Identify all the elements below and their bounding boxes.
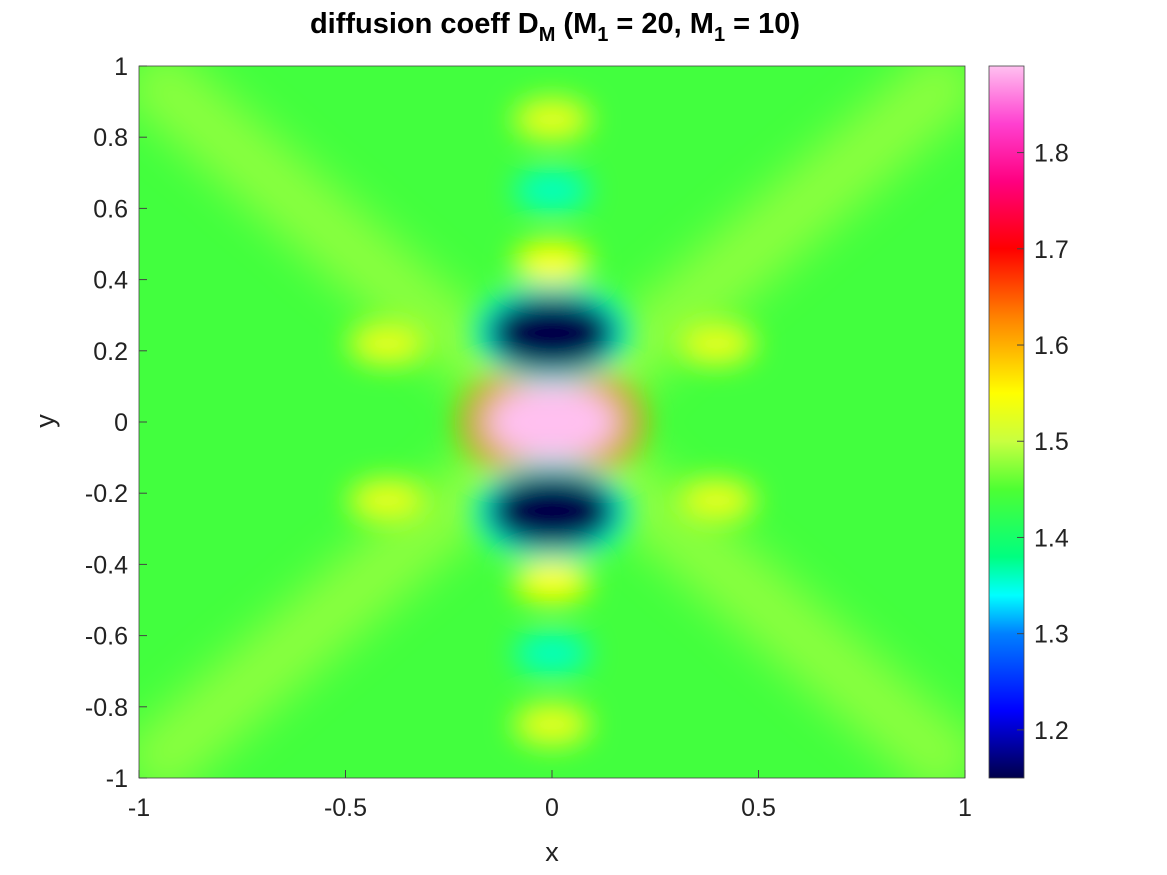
colorbar-tick-label: 1.8 xyxy=(1034,140,1069,168)
heatmap-area xyxy=(139,66,965,778)
heatmap-feature-6 xyxy=(513,632,591,675)
heatmap-feature-12 xyxy=(678,479,756,522)
y-tick-label: -0.8 xyxy=(85,694,128,722)
heatmap-feature-2 xyxy=(486,472,618,550)
y-tick-label: 1 xyxy=(114,53,128,81)
y-tick-label: -0.2 xyxy=(85,480,128,508)
title-mid2-sub: 1 xyxy=(713,24,726,46)
heatmap-feature-core-0 xyxy=(515,402,589,442)
x-tick-label: 1 xyxy=(958,794,972,822)
heatmap-feature-9 xyxy=(348,322,426,365)
y-tick-label: 0.8 xyxy=(93,124,128,152)
x-tick-label: 0.5 xyxy=(741,794,776,822)
heatmap-feature-10 xyxy=(678,322,756,365)
title-mid1-sub: 1 xyxy=(597,24,609,46)
colorbar-tick-label: 1.6 xyxy=(1034,332,1069,360)
y-tick-label: -1 xyxy=(106,765,128,793)
y-tick-label: 0 xyxy=(114,409,128,437)
heatmap-feature-8 xyxy=(513,703,591,746)
x-axis: -1 -0.5 0 0.5 1 xyxy=(128,770,972,822)
colorbar-tick-label: 1.3 xyxy=(1034,621,1069,649)
colorbar-tick-label: 1.5 xyxy=(1034,428,1069,456)
colorbar xyxy=(988,65,1025,779)
colorbar-tick-label: 1.4 xyxy=(1034,524,1069,552)
heatmap-feature-7 xyxy=(513,98,591,141)
colorbar-tick-label: 1.2 xyxy=(1034,717,1069,745)
y-axis-label: y xyxy=(30,414,60,428)
colorbar-ticks: 1.2 1.3 1.4 1.5 1.6 1.7 1.8 xyxy=(1017,140,1069,745)
title-suffix: = 10) xyxy=(725,8,801,40)
y-tick-label: 0.6 xyxy=(93,195,128,223)
title-prefix-sub: M xyxy=(538,24,556,46)
y-tick-label: 0.2 xyxy=(93,338,128,366)
y-tick-label: -0.4 xyxy=(85,551,128,579)
colorbar-tick-label: 1.7 xyxy=(1034,236,1069,264)
title-mid1: (M xyxy=(555,8,598,40)
x-tick-label: -0.5 xyxy=(324,794,367,822)
title-mid2: = 20, M xyxy=(608,8,714,40)
heatmap-feature-11 xyxy=(348,479,426,522)
y-axis: 1 0.8 0.6 0.4 0.2 0 -0.2 -0.4 -0.6 -0.8 -1 xyxy=(85,53,147,793)
title-prefix: diffusion coeff D xyxy=(309,8,539,40)
heatmap-feature-3 xyxy=(513,240,591,283)
y-tick-label: -0.6 xyxy=(85,623,128,651)
x-tick-label: -1 xyxy=(128,794,150,822)
x-tick-label: 0 xyxy=(545,794,559,822)
chart-title: diffusion coeff DM (M1 = 20, M1 = 10) xyxy=(0,8,1110,47)
y-tick-label: 0.4 xyxy=(93,267,128,295)
heatmap-feature-4 xyxy=(513,561,591,604)
x-axis-label: x xyxy=(545,837,559,867)
heatmap-feature-5 xyxy=(513,169,591,212)
heatmap-feature-1 xyxy=(486,294,618,372)
